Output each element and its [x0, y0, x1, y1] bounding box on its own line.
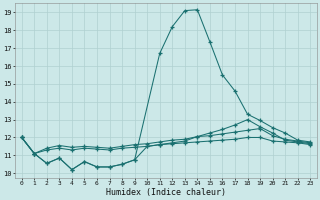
X-axis label: Humidex (Indice chaleur): Humidex (Indice chaleur) [106, 188, 226, 197]
